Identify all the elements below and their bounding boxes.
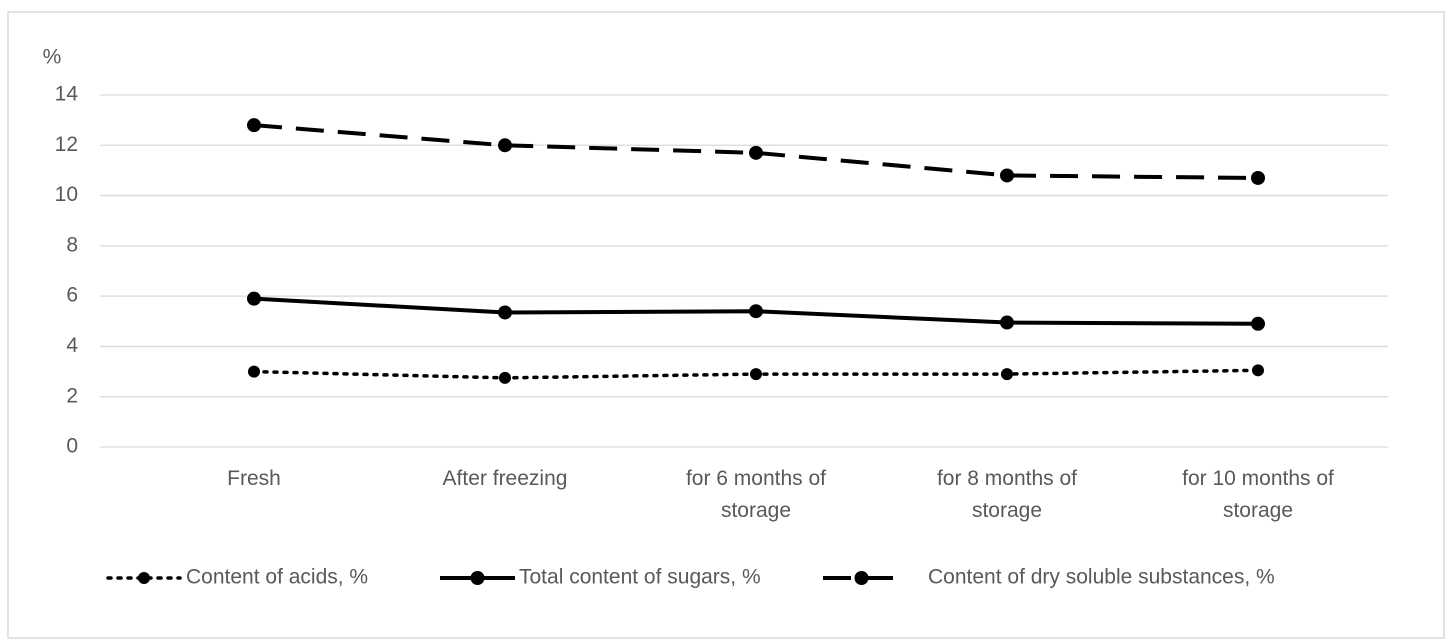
data-point — [247, 291, 261, 306]
data-point — [1251, 316, 1265, 331]
data-point — [498, 305, 512, 320]
data-point — [750, 368, 762, 381]
x-tick-label: After freezing — [443, 467, 568, 490]
data-point — [498, 138, 512, 153]
data-point — [499, 371, 511, 384]
data-point — [749, 304, 763, 319]
legend-label: Total content of sugars, % — [519, 566, 761, 589]
y-axis-label: % — [43, 46, 62, 69]
y-tick-label: 14 — [55, 83, 79, 106]
y-tick-label: 4 — [66, 334, 78, 357]
x-tick-label: for 8 months of storage — [937, 467, 1077, 522]
legend-marker — [854, 571, 869, 585]
x-tick-label: for 10 months of storage — [1182, 467, 1334, 522]
y-tick-label: 10 — [55, 183, 78, 206]
y-tick-label: 6 — [66, 284, 78, 307]
data-point — [1251, 170, 1265, 185]
data-point — [749, 145, 763, 160]
data-point — [1001, 368, 1013, 381]
legend-marker — [138, 572, 150, 584]
x-tick-label: Fresh — [227, 467, 281, 490]
y-tick-label: 2 — [66, 384, 78, 407]
y-tick-label: 8 — [66, 233, 78, 256]
x-tick-label: for 6 months of storage — [686, 467, 826, 522]
chart-frame — [7, 11, 1445, 639]
legend-label: Content of dry soluble substances, % — [928, 566, 1275, 589]
legend-marker — [470, 571, 485, 585]
data-point — [1252, 364, 1264, 377]
data-point — [1000, 315, 1014, 330]
y-tick-label: 0 — [66, 435, 78, 458]
data-point — [1000, 168, 1014, 183]
data-point — [248, 365, 260, 378]
data-point — [247, 118, 261, 133]
legend-label: Content of acids, % — [186, 566, 368, 589]
y-tick-label: 12 — [55, 133, 78, 156]
